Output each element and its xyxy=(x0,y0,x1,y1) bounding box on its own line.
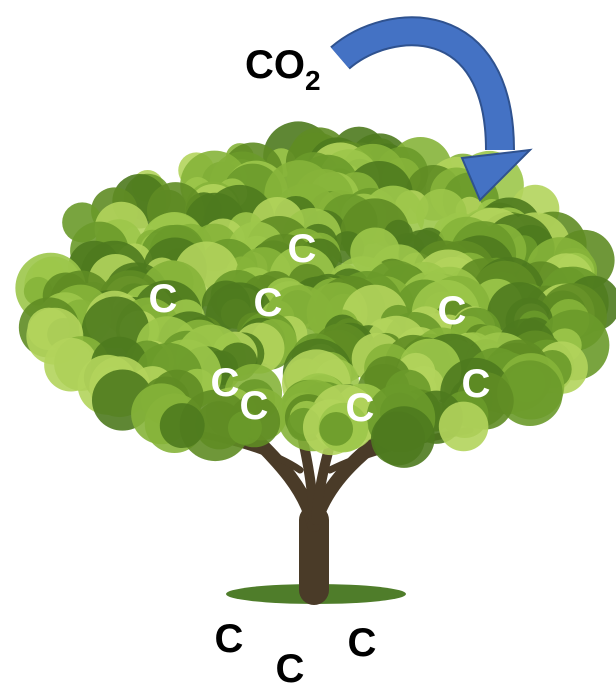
canopy-carbon: C xyxy=(438,289,467,333)
canopy-carbon: C xyxy=(346,386,375,430)
canopy-carbon: C xyxy=(149,277,178,321)
soil-carbon: C xyxy=(215,617,244,661)
co2-label: CO2 xyxy=(245,43,321,96)
canopy-carbon: C xyxy=(288,227,317,271)
carbon-tree-diagram: CO2 CCCCCCCCCCC xyxy=(0,0,616,688)
leaf-cluster xyxy=(439,402,489,452)
canopy-carbon: C xyxy=(211,361,240,405)
tree-canopy xyxy=(15,121,616,467)
soil-carbon: C xyxy=(348,621,377,665)
soil-carbon: C xyxy=(276,647,305,688)
leaf-cluster xyxy=(160,403,205,448)
leaf-cluster xyxy=(371,411,425,465)
canopy-carbon: C xyxy=(254,281,283,325)
canopy-carbon: C xyxy=(462,362,491,406)
co2-subscript: 2 xyxy=(305,65,321,96)
co2-main: CO xyxy=(245,43,305,87)
canopy-carbon: C xyxy=(240,384,269,428)
